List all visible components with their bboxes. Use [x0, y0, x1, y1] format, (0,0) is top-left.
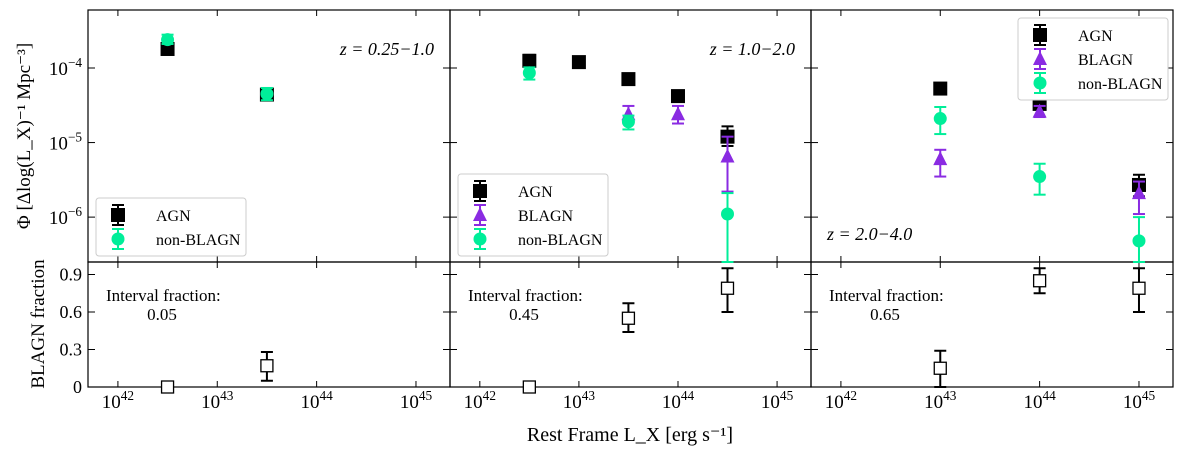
point-non-blagn — [522, 66, 536, 80]
x-tick-label: 1044 — [1023, 388, 1056, 413]
legend-marker-blagn — [1033, 51, 1047, 65]
point-non-blagn — [161, 33, 175, 47]
interval-fraction-value: 0.05 — [147, 305, 177, 324]
fraction-point — [720, 281, 735, 295]
redshift-annotation: z = 0.25−1.0 — [339, 39, 434, 59]
point-non-blagn — [621, 115, 635, 129]
point-blagn — [1131, 185, 1146, 200]
point-agn — [522, 53, 537, 68]
fraction-point — [160, 380, 175, 394]
legend-label: non-BLAGN — [156, 232, 241, 249]
fraction-point — [933, 361, 947, 375]
x-axis-label: Rest Frame L_X [erg s⁻¹] — [527, 424, 733, 446]
y-tick-label: 10−4 — [49, 55, 82, 80]
legend-label: BLAGN — [518, 208, 574, 225]
x-tick-label: 1045 — [1123, 388, 1156, 413]
legend-marker-non-blagn — [111, 232, 125, 246]
x-tick-label: 1043 — [924, 388, 957, 413]
interval-fraction-label: Interval fraction: — [829, 286, 944, 305]
point-blagn — [933, 151, 948, 166]
x-tick-label: 1042 — [825, 388, 857, 413]
point-agn — [670, 89, 685, 104]
legend-label: BLAGN — [1078, 52, 1134, 69]
point-blagn — [670, 106, 685, 121]
point-non-blagn — [933, 112, 947, 126]
fraction-point — [621, 311, 636, 325]
interval-fraction-label: Interval fraction: — [106, 286, 221, 305]
point-agn — [933, 81, 948, 96]
point-non-blagn — [260, 87, 274, 101]
x-tick-label: 1044 — [662, 388, 695, 413]
x-tick-label: 1043 — [201, 388, 234, 413]
interval-fraction-label: Interval fraction: — [468, 286, 583, 305]
x-tick-label: 1045 — [761, 388, 794, 413]
legend-marker-agn — [473, 184, 487, 198]
point-blagn — [720, 148, 735, 163]
x-tick-label: 1042 — [464, 388, 496, 413]
legend-label: AGN — [1078, 28, 1113, 45]
legend-label: AGN — [156, 208, 191, 225]
fraction-point — [260, 359, 274, 373]
y-tick-label: 0.9 — [60, 265, 83, 285]
legend-marker-agn — [111, 208, 125, 222]
fraction-point — [1132, 281, 1146, 295]
legend-label: non-BLAGN — [1078, 76, 1163, 93]
y-axis-label-bottom: BLAGN fraction — [28, 259, 49, 389]
y-tick-label: 0.6 — [60, 302, 83, 322]
point-non-blagn — [721, 207, 735, 221]
legend-marker-non-blagn — [473, 232, 487, 246]
legend-box — [1017, 17, 1169, 101]
point-non-blagn — [1132, 234, 1146, 248]
fraction-point — [522, 380, 536, 394]
y-tick-label: 10−5 — [49, 130, 82, 155]
point-agn — [621, 72, 636, 87]
redshift-annotation: z = 1.0−2.0 — [709, 39, 795, 59]
y-tick-label: 0 — [73, 377, 82, 397]
legend-box — [457, 173, 609, 257]
legend-marker-agn — [1033, 28, 1047, 42]
legend-marker-blagn — [473, 207, 487, 221]
legend-label: AGN — [518, 184, 553, 201]
interval-fraction-value: 0.65 — [870, 305, 900, 324]
redshift-annotation: z = 2.0−4.0 — [826, 224, 912, 244]
fraction-point — [1032, 274, 1047, 288]
y-tick-label: 10−6 — [49, 204, 82, 229]
point-agn — [160, 41, 175, 56]
legend-label: non-BLAGN — [518, 232, 603, 249]
point-agn — [571, 55, 586, 70]
bottom-panel-frame-3 — [810, 261, 1174, 388]
legend-marker-non-blagn — [1033, 76, 1047, 90]
interval-fraction-value: 0.45 — [509, 305, 539, 324]
y-axis-label-top: Φ [Δlog(L_X)⁻¹ Mpc⁻³] — [14, 43, 35, 229]
x-tick-label: 1043 — [563, 388, 596, 413]
legend-box — [95, 197, 247, 257]
x-tick-label: 1044 — [300, 388, 333, 413]
point-non-blagn — [1033, 170, 1047, 184]
point-blagn — [1032, 103, 1047, 118]
y-tick-label: 0.3 — [60, 340, 83, 360]
x-tick-label: 1042 — [102, 388, 134, 413]
x-tick-label: 1045 — [400, 388, 433, 413]
